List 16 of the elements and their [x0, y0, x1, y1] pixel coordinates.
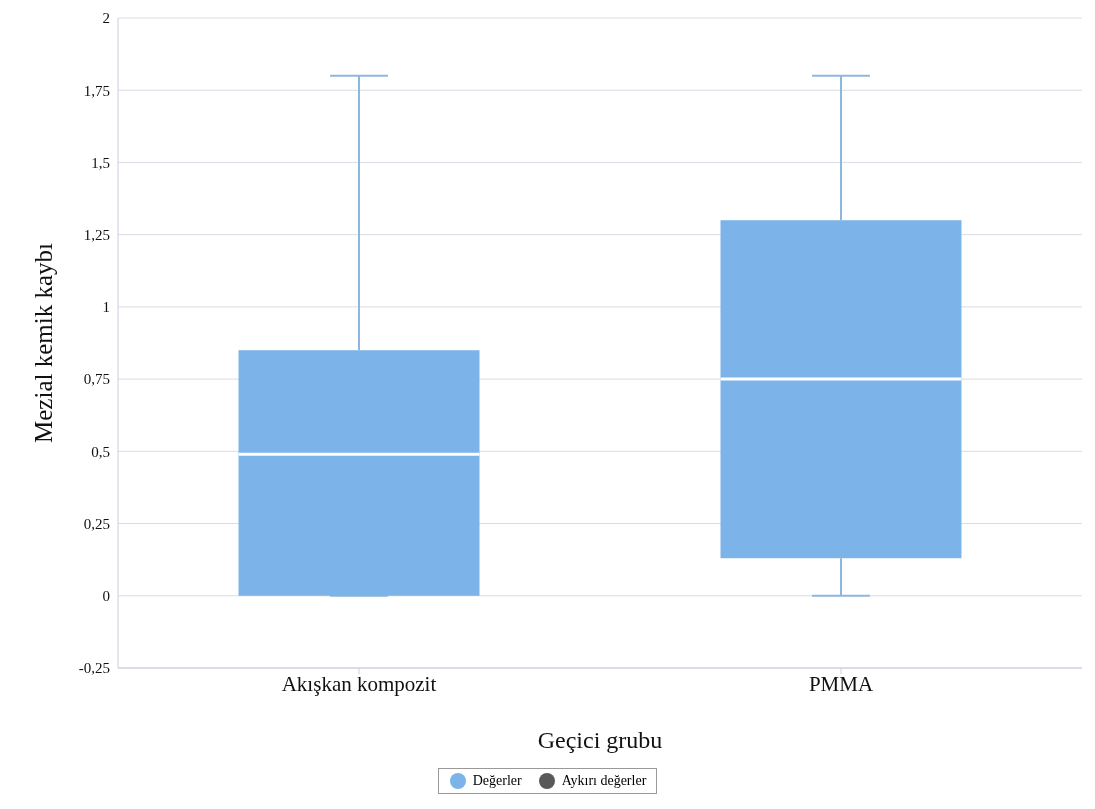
y-tick-label: 1,25: [83, 226, 110, 243]
y-tick-label: 1: [102, 299, 110, 316]
legend-label: Aykırı değerler: [560, 772, 647, 790]
x-tick-label: PMMA: [808, 671, 874, 696]
y-tick-label: 0,75: [83, 371, 110, 388]
y-tick-label: 0,5: [91, 443, 110, 460]
y-tick-label: 0,25: [83, 515, 110, 532]
x-axis-title: Geçici grubu: [537, 727, 663, 753]
y-tick-label: 1,75: [83, 82, 110, 99]
y-tick-label: 2: [102, 10, 110, 27]
legend-label: Değerler: [471, 772, 522, 790]
x-tick-label: Akışkan kompozit: [281, 671, 437, 696]
y-tick-label: 1,5: [91, 154, 110, 171]
y-tick-label: 0: [102, 588, 110, 605]
y-axis-title: Mezial kemik kaybı: [29, 242, 57, 443]
y-tick-label: -0,25: [78, 660, 110, 677]
